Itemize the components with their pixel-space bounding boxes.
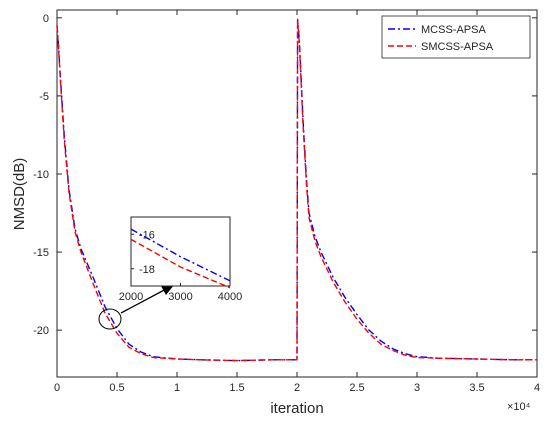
x-tick-label: 2.5 — [349, 382, 364, 394]
series-line-smcss-apsa — [56, 18, 537, 362]
inset-x-tick-label: 4000 — [218, 291, 242, 303]
x-tick-label: 1 — [174, 382, 180, 394]
y-tick-label: -5 — [39, 91, 49, 103]
zoom-circle — [98, 308, 122, 330]
inset-x-axis: 2000 3000 4000 — [119, 283, 242, 303]
y-axis: 0 -5 -10 -15 -20 — [33, 13, 537, 337]
x-tick-label: 1.5 — [229, 382, 244, 394]
x-tick-label: 0 — [54, 382, 60, 394]
y-tick-label: -10 — [33, 169, 49, 181]
zoom-arrow-head — [161, 285, 174, 295]
inset-x-tick-label: 2000 — [119, 291, 143, 303]
inset-y-axis: -16 -18 — [131, 229, 155, 276]
inset-series-line-mcss-apsa — [130, 228, 231, 282]
inset-chart: 2000 3000 4000 -16 -18 — [119, 216, 242, 303]
y-tick-label: -15 — [33, 247, 49, 259]
inset-y-tick-label: -18 — [139, 264, 155, 276]
y-tick-label: -20 — [33, 325, 49, 337]
zoom-annotation — [98, 285, 174, 330]
legend-label-smcss: SMCSS-APSA — [421, 41, 494, 53]
x-multiplier-label: ×10⁴ — [507, 401, 531, 413]
inset-y-tick-label: -16 — [139, 229, 155, 241]
legend-label-mcss: MCSS-APSA — [421, 24, 486, 36]
x-axis: 0 0.5 1 1.5 2 2.5 3 3.5 4 — [54, 10, 540, 394]
x-tick-label: 4 — [534, 382, 540, 394]
x-axis-label: iteration — [270, 400, 323, 417]
series-line-mcss-apsa — [56, 18, 537, 362]
zoom-arrow-line — [120, 287, 169, 314]
x-tick-label: 2 — [294, 382, 300, 394]
x-tick-label: 3.5 — [469, 382, 484, 394]
legend: MCSS-APSA SMCSS-APSA — [381, 15, 531, 59]
inset-lines — [130, 228, 231, 289]
main-lines — [56, 18, 537, 362]
x-tick-label: 3 — [414, 382, 420, 394]
inset-x-tick-label: 3000 — [168, 291, 192, 303]
y-tick-label: 0 — [43, 13, 49, 25]
y-axis-label: NMSD(dB) — [11, 158, 28, 231]
inset-series-line-smcss-apsa — [130, 238, 231, 289]
legend-box — [381, 15, 531, 59]
x-tick-label: 0.5 — [109, 382, 124, 394]
